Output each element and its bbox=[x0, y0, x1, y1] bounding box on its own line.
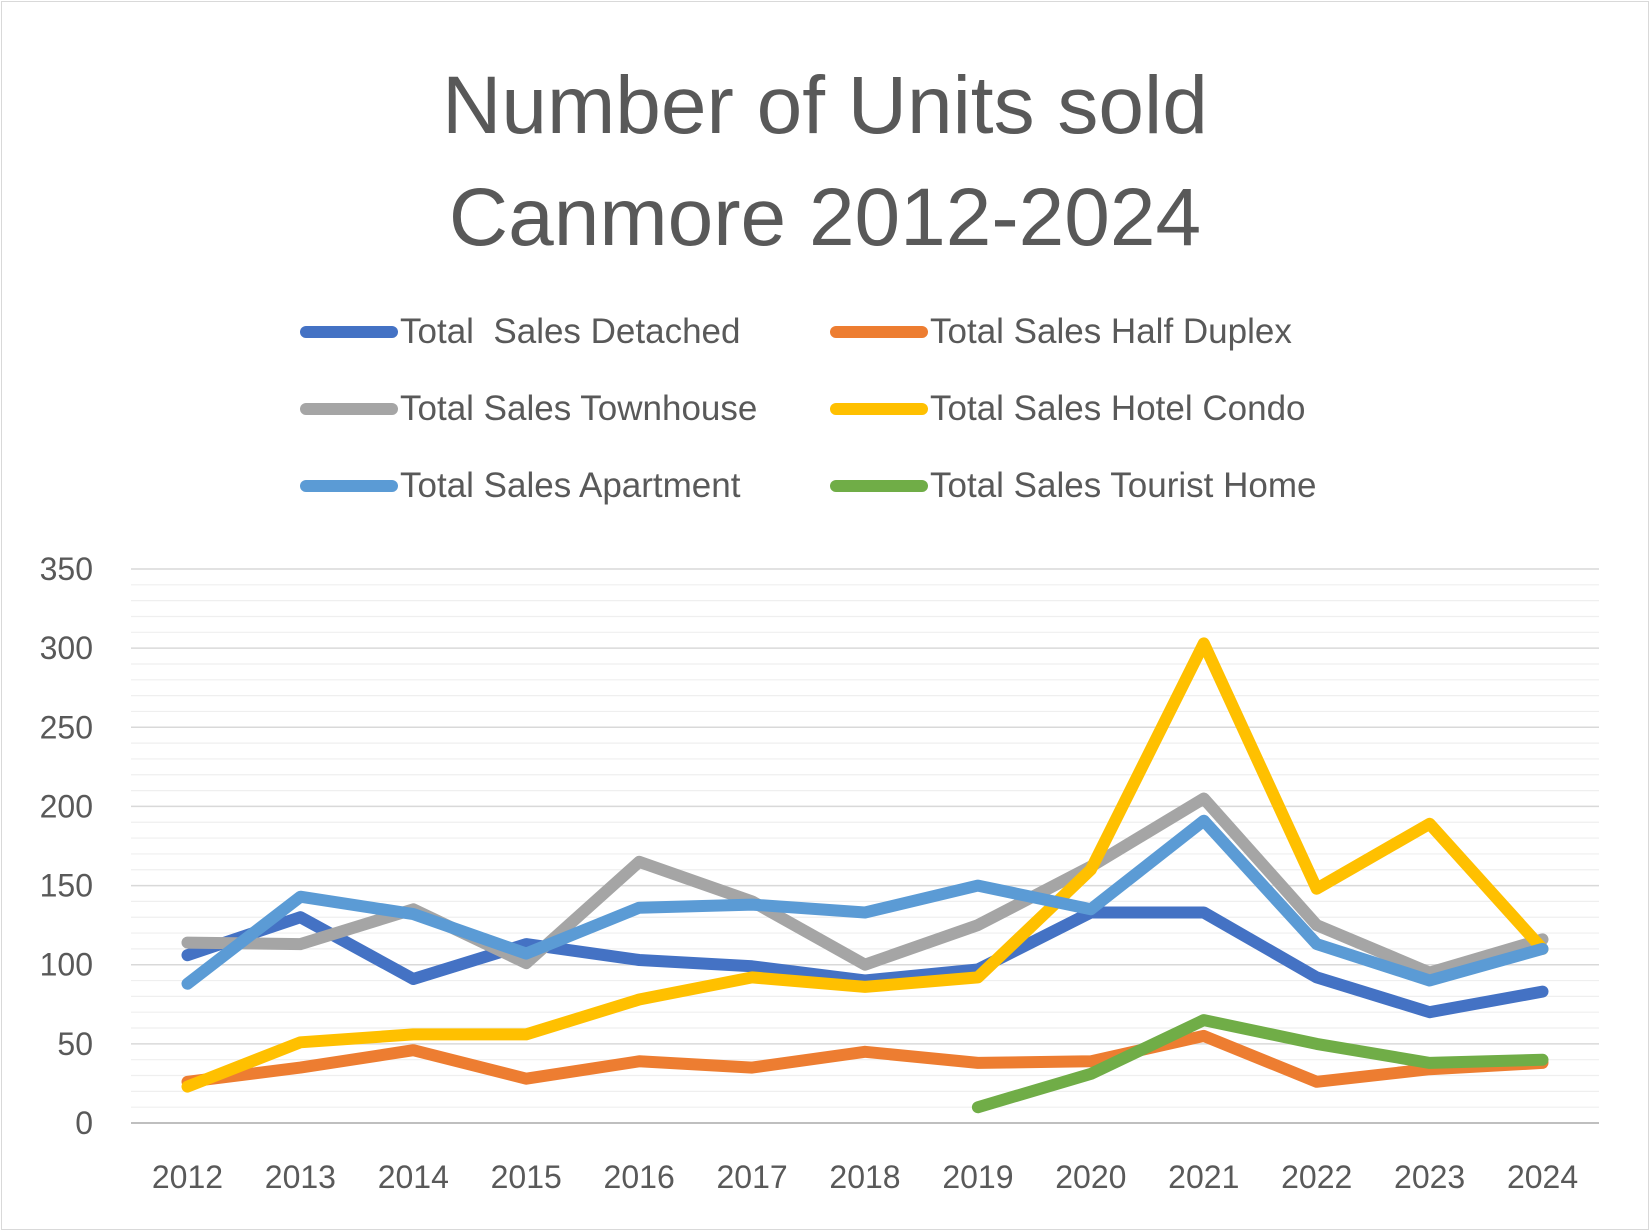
legend-swatch-detached bbox=[300, 326, 398, 338]
legend-label-tourist-home: Total Sales Tourist Home bbox=[930, 466, 1317, 505]
x-tick-label: 2016 bbox=[604, 1159, 675, 1195]
legend-swatch-apartment bbox=[300, 480, 398, 492]
legend-swatch-half-duplex bbox=[830, 326, 928, 338]
x-tick-label: 2019 bbox=[942, 1159, 1013, 1195]
y-tick-label: 50 bbox=[57, 1026, 93, 1062]
y-tick-label: 250 bbox=[40, 709, 93, 745]
y-tick-label: 0 bbox=[75, 1105, 93, 1141]
legend-item-half-duplex: Total Sales Half Duplex bbox=[830, 312, 1292, 352]
legend-label-half-duplex: Total Sales Half Duplex bbox=[930, 312, 1292, 351]
series-line-5 bbox=[971, 1014, 1549, 1114]
chart-title: Number of Units sold Canmore 2012-2024 bbox=[0, 50, 1650, 274]
x-tick-label: 2017 bbox=[716, 1159, 787, 1195]
chart-title-line-1: Number of Units sold bbox=[442, 60, 1208, 151]
y-tick-label: 350 bbox=[40, 551, 93, 587]
x-tick-label: 2024 bbox=[1507, 1159, 1578, 1195]
legend-item-detached: Total Sales Detached bbox=[300, 312, 740, 352]
legend-item-apartment: Total Sales Apartment bbox=[300, 466, 740, 506]
legend-label-apartment: Total Sales Apartment bbox=[400, 466, 741, 505]
x-tick-label: 2015 bbox=[491, 1159, 562, 1195]
y-tick-label: 200 bbox=[40, 788, 93, 824]
legend-item-tourist-home: Total Sales Tourist Home bbox=[830, 466, 1316, 506]
legend-item-hotel-condo: Total Sales Hotel Condo bbox=[830, 389, 1306, 429]
legend-label-detached: Total Sales Detached bbox=[400, 312, 741, 351]
chart-title-line-2: Canmore 2012-2024 bbox=[448, 172, 1202, 263]
legend-swatch-townhouse bbox=[300, 403, 398, 415]
y-tick-label: 300 bbox=[40, 630, 93, 666]
x-tick-label: 2021 bbox=[1168, 1159, 1239, 1195]
series-line-0 bbox=[181, 906, 1549, 1019]
legend-label-hotel-condo: Total Sales Hotel Condo bbox=[930, 389, 1306, 428]
x-tick-label: 2018 bbox=[829, 1159, 900, 1195]
legend-swatch-hotel-condo bbox=[830, 403, 928, 415]
x-tick-label: 2023 bbox=[1394, 1159, 1465, 1195]
legend-item-townhouse: Total Sales Townhouse bbox=[300, 389, 757, 429]
legend-swatch-tourist-home bbox=[830, 480, 928, 492]
x-tick-label: 2012 bbox=[152, 1159, 223, 1195]
x-tick-label: 2020 bbox=[1055, 1159, 1126, 1195]
x-tick-label: 2022 bbox=[1281, 1159, 1352, 1195]
series-line-4 bbox=[181, 814, 1549, 990]
legend-label-townhouse: Total Sales Townhouse bbox=[400, 389, 758, 428]
series-line-1 bbox=[181, 1029, 1549, 1088]
x-tick-label: 2013 bbox=[265, 1159, 336, 1195]
chart-legend: Total Sales Detached Total Sales Half Du… bbox=[300, 300, 1400, 520]
y-tick-label: 100 bbox=[40, 947, 93, 983]
y-tick-label: 150 bbox=[40, 868, 93, 904]
series-line-3 bbox=[181, 637, 1549, 1093]
x-tick-label: 2014 bbox=[378, 1159, 449, 1195]
